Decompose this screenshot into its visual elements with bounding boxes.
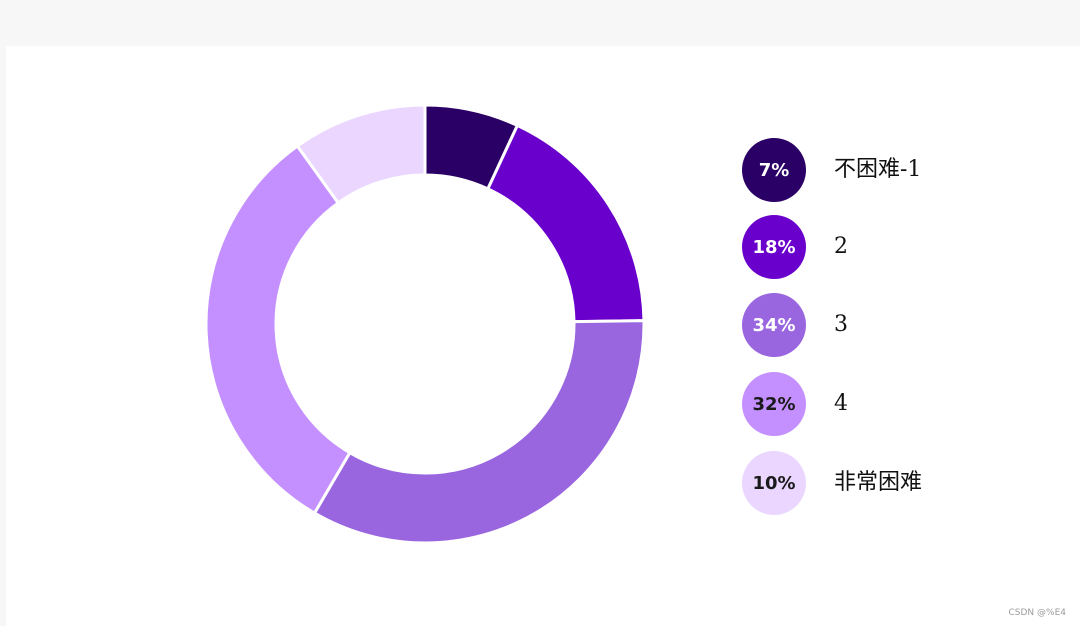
legend-percent-badge: 32% [742, 372, 806, 436]
legend-percent-badge: 7% [742, 138, 806, 202]
legend-item: 32% 4 [742, 372, 992, 436]
legend-label: 4 [834, 391, 848, 416]
legend-label: 2 [834, 234, 848, 259]
donut-slice-3 [312, 319, 646, 545]
donut-slice-2 [485, 123, 646, 324]
legend-label: 不困难-1 [834, 157, 922, 182]
legend-item: 7% 不困难-1 [742, 138, 992, 202]
legend-item: 34% 3 [742, 293, 992, 357]
legend-item: 10% 非常困难 [742, 451, 992, 515]
donut-slice-5 [295, 103, 427, 206]
legend-percent-badge: 10% [742, 451, 806, 515]
legend-percent-badge: 34% [742, 293, 806, 357]
watermark: CSDN @%E4 [1008, 608, 1067, 618]
legend-item: 18% 2 [742, 215, 992, 279]
legend-label: 非常困难 [834, 470, 923, 495]
legend-percent-badge: 18% [742, 215, 806, 279]
donut-slice-4 [204, 143, 352, 516]
legend-label: 3 [834, 312, 848, 337]
